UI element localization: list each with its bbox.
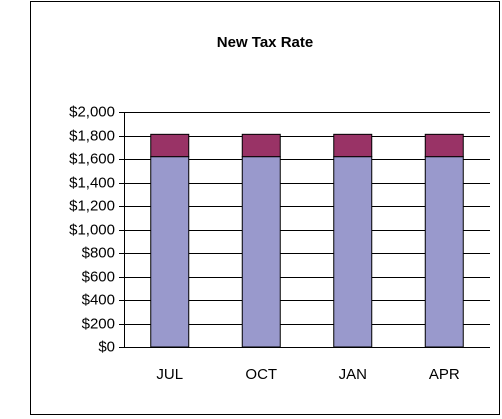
y-tick-label: $1,400 [69,174,115,191]
y-tick-label: $1,800 [69,127,115,144]
bar-segment [333,133,373,158]
bar-segment [333,156,373,348]
y-tick-label: $2,000 [69,103,115,120]
y-tick-label: $200 [82,315,115,332]
bar-segment [424,133,464,158]
bar-segment [150,133,190,158]
x-tick-label: JUL [156,366,183,383]
y-tick-label: $400 [82,291,115,308]
bar-segment [150,156,190,348]
x-tick-label: APR [429,366,460,383]
y-tick-label: $600 [82,268,115,285]
y-tick-label: $1,200 [69,197,115,214]
chart-title: New Tax Rate [217,34,313,51]
bar-segment [424,156,464,348]
x-tick-label: JAN [339,366,367,383]
bar-segment [241,156,281,348]
y-tick-label: $800 [82,244,115,261]
bar-segment [241,133,281,158]
y-tick-label: $1,600 [69,150,115,167]
x-tick-label: OCT [245,366,277,383]
y-tick-label: $1,000 [69,221,115,238]
y-tick-label: $0 [98,338,115,355]
